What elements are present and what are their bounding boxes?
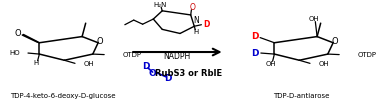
Text: D: D <box>164 74 171 83</box>
Text: O: O <box>97 37 103 46</box>
Text: OH: OH <box>265 61 276 67</box>
Text: OH: OH <box>319 61 330 67</box>
Text: D: D <box>251 49 259 58</box>
Text: O: O <box>15 29 21 38</box>
Text: OTDP: OTDP <box>358 52 377 58</box>
Text: OH: OH <box>84 61 94 67</box>
Text: TDP-D-antiarose: TDP-D-antiarose <box>273 93 329 99</box>
Text: OTDP: OTDP <box>123 52 142 58</box>
Text: O: O <box>189 3 195 12</box>
Text: H: H <box>194 29 199 35</box>
Text: H₂N: H₂N <box>154 2 167 8</box>
Text: D: D <box>143 62 150 71</box>
Text: O: O <box>332 37 338 46</box>
Text: RubS3 or RblE: RubS3 or RblE <box>155 69 223 78</box>
Text: OH: OH <box>308 16 319 22</box>
Text: NADPH: NADPH <box>163 52 190 61</box>
Text: O: O <box>149 69 156 78</box>
Text: H: H <box>33 60 39 66</box>
Text: TDP-4-keto-6-deoxy-D-glucose: TDP-4-keto-6-deoxy-D-glucose <box>10 93 115 99</box>
Text: HO: HO <box>9 50 20 56</box>
Text: D: D <box>251 32 259 41</box>
Text: D: D <box>203 20 210 29</box>
Text: N: N <box>193 16 199 25</box>
